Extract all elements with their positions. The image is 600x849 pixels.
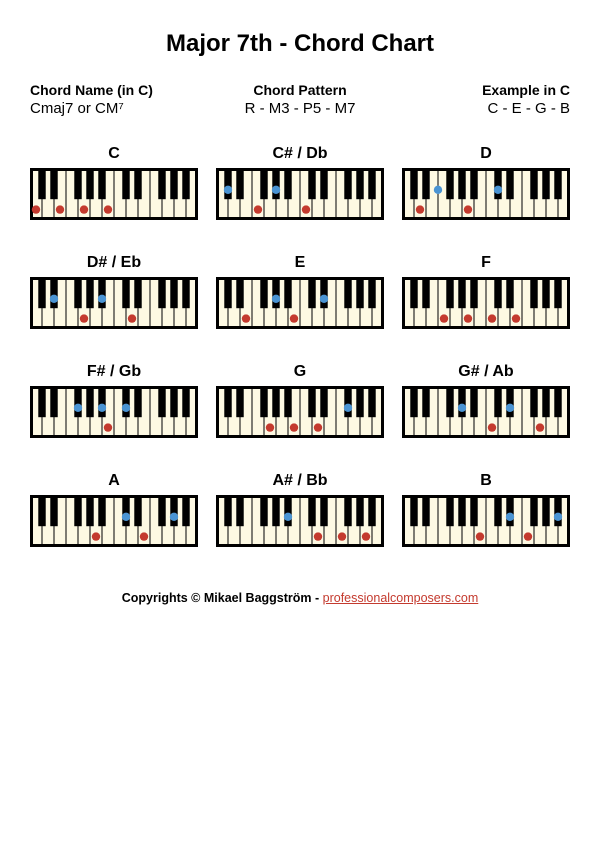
chord-cell: C (30, 145, 198, 220)
chord-cell: A# / Bb (216, 472, 384, 547)
chord-label: F# / Gb (30, 363, 198, 381)
keyboard-diagram (402, 495, 570, 547)
chord-label: D# / Eb (30, 254, 198, 272)
chord-cell: C# / Db (216, 145, 384, 220)
chord-label: A (30, 472, 198, 490)
header-row: Chord Name (in C) Cmaj7 or CM⁷ Chord Pat… (30, 82, 570, 117)
keyboard-diagram (216, 277, 384, 329)
footer-link[interactable]: professionalcomposers.com (323, 591, 479, 605)
header-col2-value: R - M3 - P5 - M7 (210, 100, 390, 117)
keyboard-diagram (30, 386, 198, 438)
footer-copyright: Copyrights © Mikael Baggström - (122, 591, 323, 605)
chord-label: F (402, 254, 570, 272)
chord-grid: C C# / Db D D# / Eb EF F# / Gb G G# / Ab A A# / B… (30, 145, 570, 547)
chord-label: E (216, 254, 384, 272)
chord-label: C# / Db (216, 145, 384, 163)
keyboard-diagram (30, 168, 198, 220)
chord-cell: B (402, 472, 570, 547)
chord-cell: F (402, 254, 570, 329)
chord-cell: D# / Eb (30, 254, 198, 329)
chord-cell: E (216, 254, 384, 329)
keyboard-diagram (216, 386, 384, 438)
chord-label: G (216, 363, 384, 381)
chord-label: B (402, 472, 570, 490)
keyboard-diagram (402, 277, 570, 329)
keyboard-diagram (402, 386, 570, 438)
chord-cell: G (216, 363, 384, 438)
header-col2-label: Chord Pattern (210, 82, 390, 98)
chord-cell: D (402, 145, 570, 220)
keyboard-diagram (216, 168, 384, 220)
header-col1-label: Chord Name (in C) (30, 82, 210, 98)
keyboard-diagram (216, 495, 384, 547)
chord-label: G# / Ab (402, 363, 570, 381)
page-title: Major 7th - Chord Chart (30, 30, 570, 58)
header-col3-label: Example in C (390, 82, 570, 98)
keyboard-diagram (30, 495, 198, 547)
chord-cell: G# / Ab (402, 363, 570, 438)
keyboard-diagram (30, 277, 198, 329)
chord-cell: F# / Gb (30, 363, 198, 438)
chord-label: C (30, 145, 198, 163)
header-col3-value: C - E - G - B (390, 100, 570, 117)
header-col1-value: Cmaj7 or CM⁷ (30, 100, 210, 117)
chord-label: D (402, 145, 570, 163)
chord-label: A# / Bb (216, 472, 384, 490)
keyboard-diagram (402, 168, 570, 220)
footer: Copyrights © Mikael Baggström - professi… (30, 591, 570, 605)
chord-cell: A (30, 472, 198, 547)
